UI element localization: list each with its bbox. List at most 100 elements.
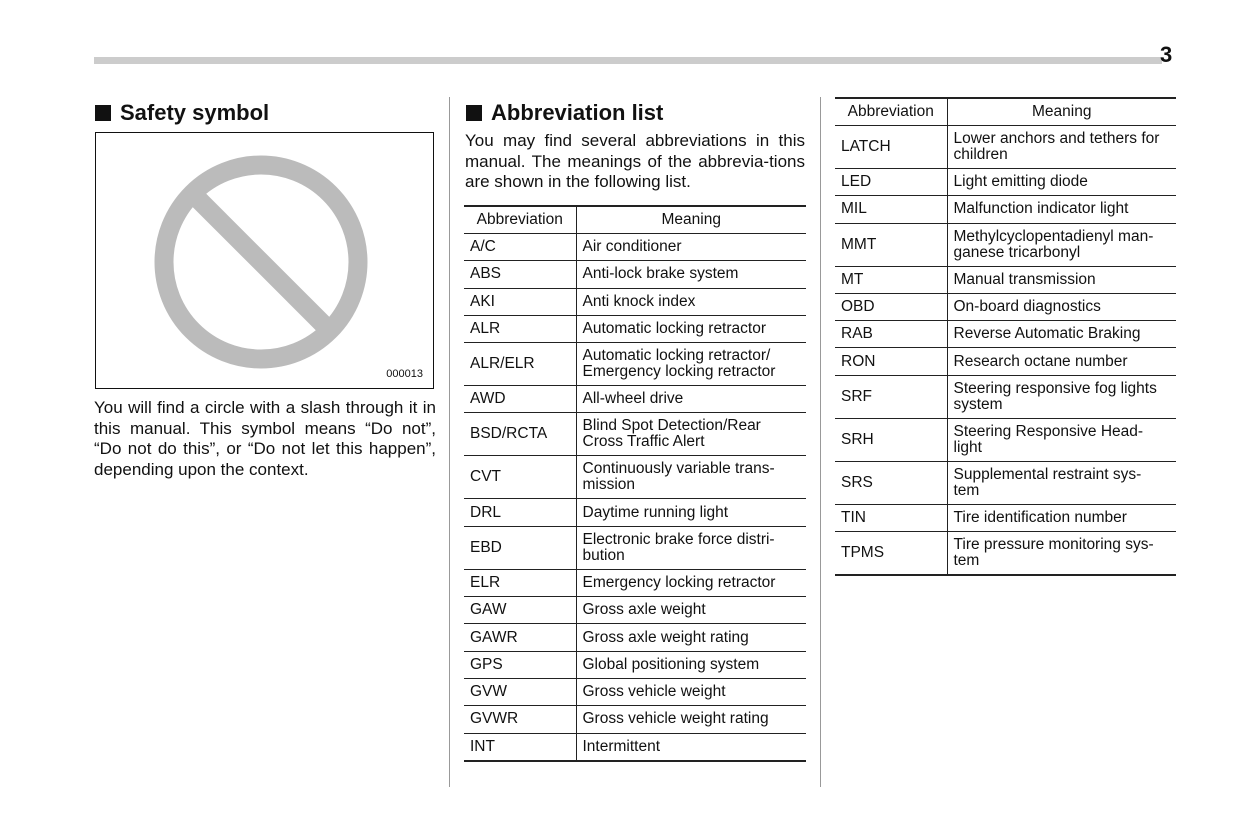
abbreviation-cell: ALR xyxy=(464,315,577,344)
abbreviation-cell: RAB xyxy=(835,320,948,349)
safety-heading: Safety symbol xyxy=(95,100,269,126)
table-row: TPMS Tire pressure monitoring sys- tem xyxy=(835,531,1176,577)
table-row: ALR/ELR Automatic locking retractor/ Emer… xyxy=(464,342,806,387)
meaning-cell: Tire pressure monitoring sys- tem xyxy=(947,531,1176,577)
prohibition-icon xyxy=(154,155,368,369)
abbreviation-table-2: Abbreviation Meaning LATCH Lower anchors a… xyxy=(835,97,1176,577)
abbreviation-cell: DRL xyxy=(464,498,577,527)
table-row: AWD All-wheel drive xyxy=(464,385,806,414)
meaning-cell: Automatic locking retractor xyxy=(576,315,806,344)
abbrev-intro: You may find several abbreviations in th… xyxy=(465,131,805,191)
table-row: ALR Automatic locking retractor xyxy=(464,315,806,344)
meaning-cell: Anti knock index xyxy=(576,288,806,316)
table-row: EBD Electronic brake force distri- bution xyxy=(464,526,806,570)
abbrev-heading: Abbreviation list xyxy=(466,100,663,126)
figure-code: 000013 xyxy=(386,368,423,380)
abbreviation-cell: RON xyxy=(835,347,948,376)
meaning-cell: Manual transmission xyxy=(947,266,1176,294)
table-row: SRH Steering Responsive Head- light xyxy=(835,418,1176,462)
abbreviation-cell: GVWR xyxy=(464,705,577,734)
abbreviation-cell: MIL xyxy=(835,195,948,224)
table-row: A/C Air conditioner xyxy=(464,233,806,262)
meaning-cell: Blind Spot Detection/Rear Cross Traffic … xyxy=(576,412,806,457)
meaning-cell: Light emitting diode xyxy=(947,168,1176,197)
meaning-cell: Supplemental restraint sys- tem xyxy=(947,461,1176,505)
meaning-cell: Gross axle weight xyxy=(576,596,806,625)
table-row: MT Manual transmission xyxy=(835,266,1176,294)
abbreviation-cell: BSD/RCTA xyxy=(464,412,577,457)
table-row: CVT Continuously variable trans- mission xyxy=(464,455,806,500)
abbreviation-cell: GPS xyxy=(464,651,577,679)
table-row: RON Research octane number xyxy=(835,347,1176,376)
table-row: INT Intermittent xyxy=(464,733,806,762)
abbreviation-cell: CVT xyxy=(464,455,577,500)
abbreviation-cell: ELR xyxy=(464,569,577,598)
table-row: GAWR Gross axle weight rating xyxy=(464,623,806,652)
meaning-cell: All-wheel drive xyxy=(576,385,806,414)
meaning-cell: Global positioning system xyxy=(576,651,806,679)
abbreviation-cell: AKI xyxy=(464,288,577,316)
abbreviation-cell: LATCH xyxy=(835,125,948,169)
abbreviation-cell: SRS xyxy=(835,461,948,505)
table-row: GPS Global positioning system xyxy=(464,651,806,679)
abbreviation-cell: INT xyxy=(464,733,577,762)
table-row: SRS Supplemental restraint sys- tem xyxy=(835,461,1176,505)
meaning-cell: Steering Responsive Head- light xyxy=(947,418,1176,462)
abbreviation-cell: SRH xyxy=(835,418,948,462)
meaning-cell: Gross axle weight rating xyxy=(576,623,806,652)
meaning-cell: Emergency locking retractor xyxy=(576,569,806,598)
abbreviation-cell: A/C xyxy=(464,233,577,262)
table-row: TIN Tire identification number xyxy=(835,504,1176,533)
meaning-cell: Gross vehicle weight xyxy=(576,678,806,707)
table-row: ELR Emergency locking retractor xyxy=(464,569,806,598)
abbreviation-cell: GAW xyxy=(464,596,577,625)
table-row: GAW Gross axle weight xyxy=(464,596,806,625)
header-abbreviation: Abbreviation xyxy=(464,205,577,234)
page-number: 3 xyxy=(1160,42,1173,67)
meaning-cell: Anti-lock brake system xyxy=(576,260,806,289)
safety-text: You will find a circle with a slash thro… xyxy=(94,398,436,479)
abbreviation-cell: AWD xyxy=(464,385,577,414)
abbreviation-cell: LED xyxy=(835,168,948,197)
meaning-cell: Air conditioner xyxy=(576,233,806,262)
header-rule xyxy=(94,57,1162,64)
table-row: GVWR Gross vehicle weight rating xyxy=(464,705,806,734)
table-row: AKI Anti knock index xyxy=(464,288,806,316)
abbreviation-cell: GVW xyxy=(464,678,577,707)
abbrev-title: Abbreviation list xyxy=(491,100,664,125)
abbreviation-cell: MMT xyxy=(835,223,948,267)
abbreviation-cell: TIN xyxy=(835,504,948,533)
abbreviation-table-1: Abbreviation Meaning A/C Air conditioner AB… xyxy=(464,205,806,762)
safety-figure: 000013 xyxy=(95,132,434,389)
header-meaning: Meaning xyxy=(947,97,1176,126)
meaning-cell: Malfunction indicator light xyxy=(947,195,1176,224)
meaning-cell: Continuously variable trans- mission xyxy=(576,455,806,500)
header-meaning: Meaning xyxy=(576,205,806,234)
meaning-cell: Automatic locking retractor/ Emergency l… xyxy=(576,342,806,387)
table-row: ABS Anti-lock brake system xyxy=(464,260,806,289)
table-row: MMT Methylcyclopentadienyl man- ganese tr… xyxy=(835,223,1176,267)
meaning-cell: Research octane number xyxy=(947,347,1176,376)
table-row: LATCH Lower anchors and tethers for child… xyxy=(835,125,1176,169)
square-bullet-icon xyxy=(95,105,111,121)
meaning-cell: Electronic brake force distri- bution xyxy=(576,526,806,570)
table-row: RAB Reverse Automatic Braking xyxy=(835,320,1176,349)
meaning-cell: Reverse Automatic Braking xyxy=(947,320,1176,349)
abbreviation-cell: TPMS xyxy=(835,531,948,577)
column-divider xyxy=(820,97,821,787)
safety-title: Safety symbol xyxy=(120,100,270,125)
meaning-cell: Tire identification number xyxy=(947,504,1176,533)
column-divider xyxy=(449,97,450,787)
abbreviation-cell: GAWR xyxy=(464,623,577,652)
meaning-cell: Gross vehicle weight rating xyxy=(576,705,806,734)
table-row: GVW Gross vehicle weight xyxy=(464,678,806,707)
table-row: LED Light emitting diode xyxy=(835,168,1176,197)
meaning-cell: Lower anchors and tethers for children xyxy=(947,125,1176,169)
meaning-cell: Intermittent xyxy=(576,733,806,762)
meaning-cell: Daytime running light xyxy=(576,498,806,527)
table-row: DRL Daytime running light xyxy=(464,498,806,527)
meaning-cell: Methylcyclopentadienyl man- ganese trica… xyxy=(947,223,1176,267)
abbreviation-cell: OBD xyxy=(835,293,948,322)
header-abbreviation: Abbreviation xyxy=(835,97,948,126)
